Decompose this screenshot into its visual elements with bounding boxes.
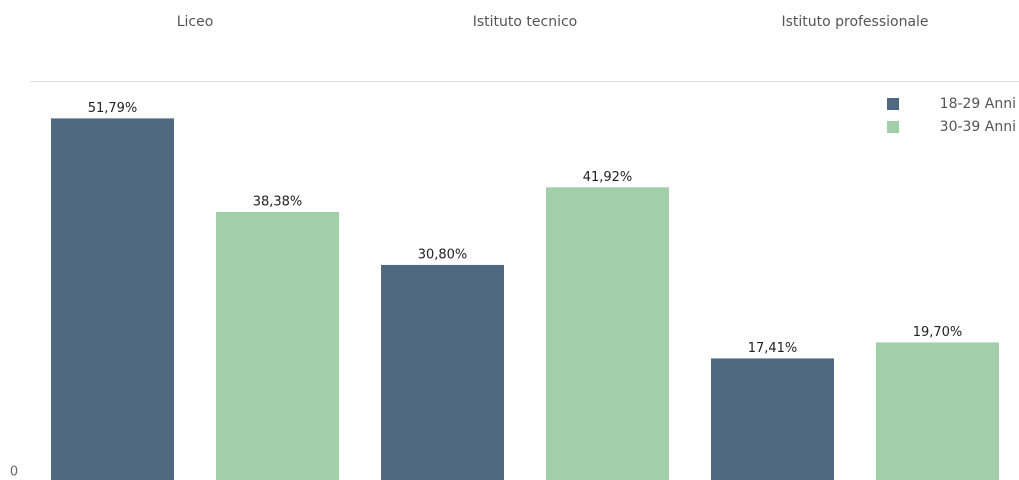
value-label: 51,79% [88, 101, 138, 116]
category-header: Liceo [177, 14, 214, 30]
legend-swatch [887, 98, 899, 110]
bar [711, 358, 834, 480]
value-label: 38,38% [253, 195, 303, 210]
legend-label: 30-39 Anni [940, 119, 1016, 135]
category-header: Istituto tecnico [473, 14, 578, 30]
legend-swatch [887, 121, 899, 133]
bar [51, 118, 174, 480]
bar [381, 264, 504, 480]
bar [546, 187, 669, 480]
legend-label: 18-29 Anni [940, 96, 1016, 112]
value-label: 19,70% [913, 325, 963, 340]
bar [216, 212, 339, 480]
value-label: 30,80% [418, 247, 468, 262]
value-label: 41,92% [583, 170, 633, 185]
bar [876, 342, 999, 480]
value-label: 17,41% [748, 341, 798, 356]
category-header: Istituto professionale [781, 14, 928, 30]
y-tick-label: 0 [10, 465, 18, 480]
